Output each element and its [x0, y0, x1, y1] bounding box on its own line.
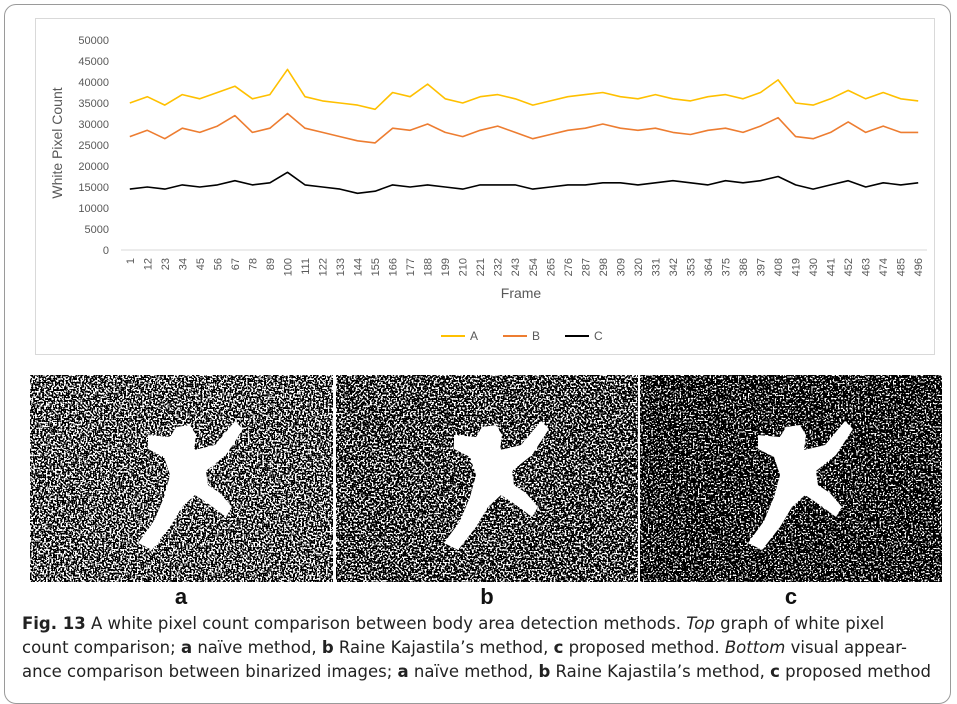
x-tick-label: 298 [598, 258, 610, 276]
x-tick-label: 56 [212, 258, 224, 270]
x-tick-label: 287 [580, 258, 592, 276]
series-line [129, 171, 919, 195]
caption: Fig. 13 A white pixel count comparison b… [22, 612, 952, 684]
caption-text: naïve method, [192, 638, 322, 657]
y-tick-label: 0 [103, 245, 109, 257]
x-tick-label: 397 [756, 258, 768, 276]
x-tick-label: 254 [528, 258, 540, 276]
x-tick-label: 133 [335, 258, 347, 276]
caption-text: count comparison; [22, 638, 181, 657]
x-tick-label: 155 [370, 258, 382, 276]
x-tick-label: 309 [615, 258, 627, 276]
caption-text: Raine Kajastila’s method, [550, 662, 771, 681]
x-tick-label: 100 [282, 258, 294, 276]
caption-text: b [538, 662, 551, 681]
image-panels [30, 375, 942, 582]
caption-label: Fig. 13 [22, 614, 86, 633]
caption-text: Bottom [724, 638, 786, 657]
legend-label: A [470, 329, 478, 343]
y-tick-label: 35000 [78, 98, 109, 110]
x-tick-label: 474 [878, 258, 890, 276]
y-axis-title: White Pixel Count [49, 87, 65, 198]
x-tick-label: 496 [913, 258, 925, 276]
caption-text: visual appear- [785, 638, 907, 657]
x-tick-label: 276 [563, 258, 575, 276]
caption-text: c [770, 662, 780, 681]
y-tick-label: 10000 [78, 203, 109, 215]
x-tick-label: 177 [405, 258, 417, 276]
image-b [336, 375, 638, 582]
x-tick-label: 221 [475, 258, 487, 276]
legend-label: C [594, 329, 603, 343]
x-axis-title: Frame [501, 285, 542, 301]
caption-text: Top [686, 614, 715, 633]
x-tick-label: 364 [703, 258, 715, 276]
x-tick-label: 232 [493, 258, 505, 276]
x-tick-label: 452 [843, 258, 855, 276]
y-tick-label: 30000 [78, 119, 109, 131]
x-tick-label: 463 [861, 258, 873, 276]
caption-text: proposed method [779, 662, 931, 681]
panel-label: b [480, 584, 494, 609]
y-tick-label: 50000 [78, 35, 109, 47]
x-tick-label: 331 [650, 258, 662, 276]
series-line [129, 112, 919, 144]
panel-label: c [784, 584, 798, 609]
x-tick-label: 320 [633, 258, 645, 276]
caption-text: A white pixel count comparison between b… [85, 614, 687, 633]
x-tick-label: 430 [808, 258, 820, 276]
x-tick-label: 386 [738, 258, 750, 276]
image-a [30, 375, 333, 582]
x-tick-label: 408 [773, 258, 785, 276]
chart-border [35, 18, 935, 355]
x-tick-label: 34 [177, 258, 189, 270]
x-tick-label: 353 [685, 258, 697, 276]
x-tick-label: 419 [791, 258, 803, 276]
y-tick-label: 40000 [78, 77, 109, 89]
x-tick-label: 12 [142, 258, 154, 270]
caption-text: b [321, 638, 334, 657]
caption-text: Raine Kajastila’s method, [333, 638, 554, 657]
x-tick-label: 78 [247, 258, 259, 270]
panel-label: a [174, 584, 188, 609]
x-tick-label: 144 [353, 258, 365, 276]
x-tick-label: 375 [721, 258, 733, 276]
y-tick-label: 25000 [78, 140, 109, 152]
caption-text: c [553, 638, 564, 657]
image-c [640, 375, 942, 582]
y-tick-label: 20000 [78, 161, 109, 173]
x-tick-label: 45 [195, 258, 207, 270]
caption-text: graph of white pixel [714, 614, 885, 633]
x-tick-label: 243 [510, 258, 522, 276]
x-tick-label: 342 [668, 258, 680, 276]
caption-text: a [180, 638, 193, 657]
x-tick-label: 111 [300, 258, 312, 275]
y-tick-label: 15000 [78, 182, 109, 194]
y-tick-label: 5000 [85, 224, 109, 236]
x-tick-label: 89 [265, 258, 277, 270]
caption-text: ance comparison between binarized images… [22, 662, 398, 681]
x-tick-label: 210 [458, 258, 470, 276]
y-tick-label: 45000 [78, 56, 109, 68]
series-line [129, 68, 919, 111]
legend-label: B [532, 329, 540, 343]
x-tick-label: 166 [388, 258, 400, 276]
caption-text: proposed method. [563, 638, 725, 657]
x-tick-label: 199 [440, 258, 452, 276]
caption-text: a [397, 662, 409, 681]
x-tick-label: 23 [160, 258, 172, 270]
chart: White Pixel Count Frame 0 5000 10000 15000 2… [35, 18, 935, 355]
x-tick-label: 265 [545, 258, 557, 276]
caption-text: naïve method, [408, 662, 539, 681]
x-tick-label: 122 [318, 258, 330, 276]
x-tick-label: 441 [826, 258, 838, 276]
x-tick-label: 485 [896, 258, 908, 276]
x-tick-label: 67 [230, 258, 242, 270]
x-tick-label: 1 [125, 258, 137, 264]
x-tick-label: 188 [423, 258, 435, 276]
